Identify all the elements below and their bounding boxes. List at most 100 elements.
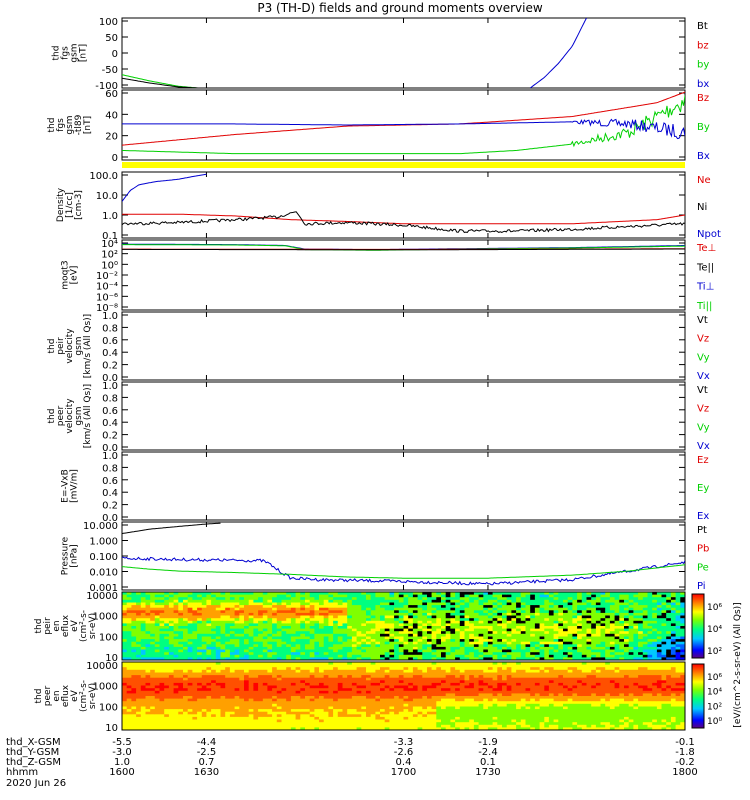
spectrogram-cell [389, 675, 395, 679]
spectrogram-cell [229, 652, 235, 656]
spectrogram-cell [276, 626, 282, 629]
spectrogram-cell [464, 633, 470, 637]
spectrogram-cell [647, 607, 653, 611]
spectrogram-cell [272, 594, 278, 598]
spectrogram-cell [412, 641, 418, 645]
y-tick-label: -100 [95, 81, 118, 92]
spectrogram-cell [201, 664, 207, 668]
spectrogram-cell [605, 646, 611, 650]
spectrogram-cell [389, 677, 395, 681]
spectrogram-cell [164, 677, 170, 681]
spectrogram-cell [295, 602, 301, 606]
spectrogram-cell [380, 597, 386, 601]
spectrogram-cell [305, 657, 311, 661]
spectrogram-cell [126, 690, 132, 694]
spectrogram-cell [159, 618, 165, 622]
spectrogram-cell [328, 641, 334, 645]
spectrogram-cell [239, 636, 245, 640]
spectrogram-cell [478, 615, 484, 619]
spectrogram-cell [164, 714, 170, 718]
spectrogram-cell [150, 711, 156, 715]
spectrogram-cell [586, 615, 592, 619]
spectrogram-cell [267, 698, 273, 702]
spectrogram-cell [328, 703, 334, 707]
spectrogram-cell [487, 597, 493, 601]
spectrogram-cell [136, 592, 142, 595]
spectrogram-cell [136, 690, 142, 694]
spectrogram-cell [272, 709, 278, 713]
spectrogram-cell [638, 652, 644, 656]
spectrogram-cell [394, 652, 400, 656]
spectrogram-cell [262, 706, 268, 710]
spectrogram-cell [122, 620, 128, 624]
spectrogram-cell [267, 628, 273, 632]
spectrogram-cell [389, 709, 395, 713]
spectrogram-cell [530, 610, 536, 614]
spectrogram-cell [370, 649, 376, 653]
spectrogram-cell [661, 594, 667, 598]
spectrogram-cell [370, 672, 376, 676]
spectrogram-cell [286, 612, 292, 616]
spectrogram-cell [300, 675, 306, 679]
spectrogram-cell [328, 727, 334, 731]
spectrogram-cell [398, 620, 404, 624]
spectrogram-cell [342, 626, 348, 629]
spectrogram-cell [553, 599, 559, 603]
legend-ez: Ez [697, 455, 709, 466]
spectrogram-cell [145, 597, 151, 601]
spectrogram-cell [258, 652, 264, 656]
spectrogram-cell [122, 623, 128, 627]
spectrogram-cell [197, 709, 203, 713]
spectrogram-cell [206, 719, 212, 723]
spectrogram-cell [351, 628, 357, 632]
spectrogram-cell [187, 633, 193, 637]
spectrogram-cell [122, 597, 128, 601]
spectrogram-cell [666, 610, 672, 614]
spectrogram-cell [262, 675, 268, 679]
y-axis-label: en [52, 690, 62, 701]
spectrogram-cell [290, 727, 296, 731]
y-axis-label: thd [47, 409, 57, 424]
spectrogram-cell [670, 652, 676, 656]
spectrogram-cell [567, 594, 573, 598]
spectrogram-cell [239, 727, 245, 731]
spectrogram-cell [520, 602, 526, 606]
spectrogram-cell [140, 649, 146, 653]
spectrogram-cell [215, 680, 221, 684]
spectrogram-cell [361, 597, 367, 601]
spectrogram-cell [286, 646, 292, 650]
spectrogram-cell [361, 722, 367, 726]
spectrogram-cell [239, 654, 245, 658]
spectrogram-cell [633, 633, 639, 637]
spectrogram-cell [431, 628, 437, 632]
spectrogram-cell [370, 597, 376, 601]
spectrogram-cell [337, 719, 343, 723]
spectrogram-cell [314, 612, 320, 616]
spectrogram-cell [333, 690, 339, 694]
spectrogram-cell [126, 628, 132, 632]
spectrogram-cell [464, 615, 470, 619]
spectrogram-cell [553, 605, 559, 609]
spectrogram-cell [187, 690, 193, 694]
spectrogram-cell [670, 626, 676, 629]
spectrogram-cell [619, 618, 625, 622]
spectrogram-cell [323, 594, 329, 598]
spectrogram-cell [164, 696, 170, 699]
spectrogram-cell [258, 631, 264, 635]
spectrogram-cell [173, 662, 179, 665]
spectrogram-cell [600, 654, 606, 658]
spectrogram-cell [319, 690, 325, 694]
spectrogram-cell [337, 724, 343, 728]
y-tick-label: 10.0 [96, 191, 118, 202]
spectrogram-cell [126, 597, 132, 601]
spectrogram-cell [197, 657, 203, 661]
spectrogram-cell [178, 706, 184, 710]
spectrogram-cell [234, 703, 240, 707]
spectrogram-cell [497, 599, 503, 603]
spectrogram-cell [431, 597, 437, 601]
spectrogram-cell [530, 615, 536, 619]
spectrogram-cell [319, 688, 325, 692]
spectrogram-cell [258, 633, 264, 637]
spectrogram-cell [173, 605, 179, 609]
spectrogram-cell [384, 641, 390, 645]
